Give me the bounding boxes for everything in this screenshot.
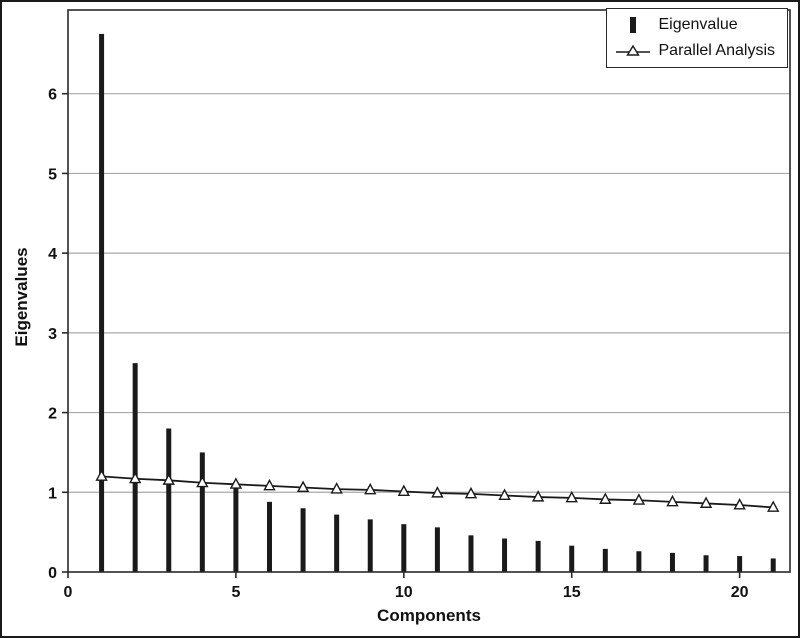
eigenvalue-bar <box>502 538 508 572</box>
y-tick-label: 2 <box>48 406 57 423</box>
eigenvalue-bar <box>233 485 239 572</box>
triangle-marker <box>666 494 679 507</box>
eigenvalue-bar <box>199 452 205 572</box>
triangle-marker <box>767 500 780 512</box>
legend-item-parallel-analysis: Parallel Analysis <box>615 42 776 60</box>
eigenvalue-bar <box>770 558 776 572</box>
eigenvalue-bar <box>535 540 541 572</box>
eigenvalue-bar <box>669 552 675 572</box>
triangle-marker <box>263 478 276 491</box>
triangle-marker <box>431 486 444 498</box>
eigenvalue-bar-icon <box>615 16 651 34</box>
legend-label-parallel-analysis: Parallel Analysis <box>658 42 776 59</box>
triangle-marker <box>128 471 142 484</box>
y-tick-label: 5 <box>48 166 57 183</box>
parallel-analysis-line-icon <box>615 42 651 60</box>
x-tick-label: 15 <box>563 584 581 601</box>
x-tick-label: 0 <box>64 584 73 601</box>
y-tick-label: 1 <box>48 485 57 502</box>
eigenvalue-bar <box>99 33 105 572</box>
triangle-marker <box>296 480 310 493</box>
plot-border <box>67 9 791 573</box>
y-tick-label: 0 <box>48 565 57 582</box>
triangle-marker <box>229 477 243 489</box>
legend-item-eigenvalue: Eigenvalue <box>615 16 776 34</box>
eigenvalue-bar <box>266 501 272 572</box>
eigenvalue-bar <box>166 428 172 572</box>
triangle-marker <box>464 486 478 499</box>
x-tick-label: 5 <box>231 584 240 601</box>
eigenvalue-bar <box>334 514 340 572</box>
eigenvalue-bar <box>703 555 709 572</box>
triangle-marker <box>531 490 545 502</box>
triangle-marker <box>162 473 175 485</box>
eigenvalue-bar <box>468 535 474 572</box>
legend: Eigenvalue Parallel Analysis <box>605 8 788 68</box>
triangle-marker <box>632 493 646 505</box>
x-axis-title: Components <box>377 606 481 625</box>
eigenvalue-bar <box>602 548 608 572</box>
eigenvalue-bar <box>367 519 373 572</box>
triangle-marker <box>733 498 746 510</box>
triangle-marker <box>599 492 612 504</box>
legend-label-eigenvalue: Eigenvalue <box>658 16 738 33</box>
triangle-marker <box>364 482 377 495</box>
y-tick-label: 4 <box>48 246 57 263</box>
eigenvalue-bar <box>636 551 642 572</box>
eigenvalue-bar <box>401 524 407 572</box>
eigenvalue-bar <box>434 527 440 572</box>
y-tick-label: 6 <box>48 87 57 104</box>
x-tick-label: 20 <box>731 584 749 601</box>
x-tick-label: 10 <box>395 584 413 601</box>
triangle-marker <box>196 475 209 488</box>
triangle-marker <box>397 484 410 496</box>
triangle-marker <box>565 490 578 503</box>
y-axis-title: Eigenvalues <box>12 247 31 347</box>
eigenvalue-bar <box>569 545 575 572</box>
triangle-marker <box>498 488 511 500</box>
y-tick-label: 3 <box>48 326 57 343</box>
triangle-marker <box>95 469 108 481</box>
eigenvalue-bar <box>737 556 743 572</box>
eigenvalue-bar <box>132 363 138 572</box>
triangle-marker <box>699 496 713 508</box>
eigenvalue-bar <box>300 508 306 572</box>
triangle-marker <box>330 482 343 494</box>
